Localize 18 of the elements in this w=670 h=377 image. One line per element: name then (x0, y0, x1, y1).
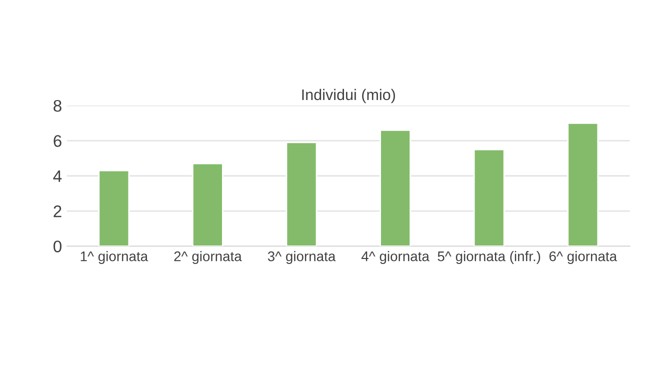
x-tick-label: 5^ giornata (infr.) (438, 251, 540, 264)
bar (473, 148, 505, 246)
x-tick-label: 1^ giornata (80, 251, 148, 264)
y-tick-label: 8 (54, 100, 62, 112)
x-tick-label: 3^ giornata (268, 251, 336, 264)
bar (380, 129, 412, 246)
bar (98, 170, 130, 246)
y-tick-label: 2 (54, 205, 62, 218)
bar (286, 142, 318, 246)
x-tick-label: 2^ giornata (174, 251, 242, 264)
bar (567, 122, 599, 246)
y-tick-label: 4 (53, 170, 62, 182)
y-tick-label: 6 (54, 135, 62, 147)
x-tick-label: 4^ giornata (361, 251, 430, 264)
chart-title: Individui (mio) (302, 88, 395, 104)
bar (192, 162, 224, 246)
y-tick-label: 0 (54, 240, 62, 252)
x-tick-label: 6^ giornata (549, 251, 618, 264)
